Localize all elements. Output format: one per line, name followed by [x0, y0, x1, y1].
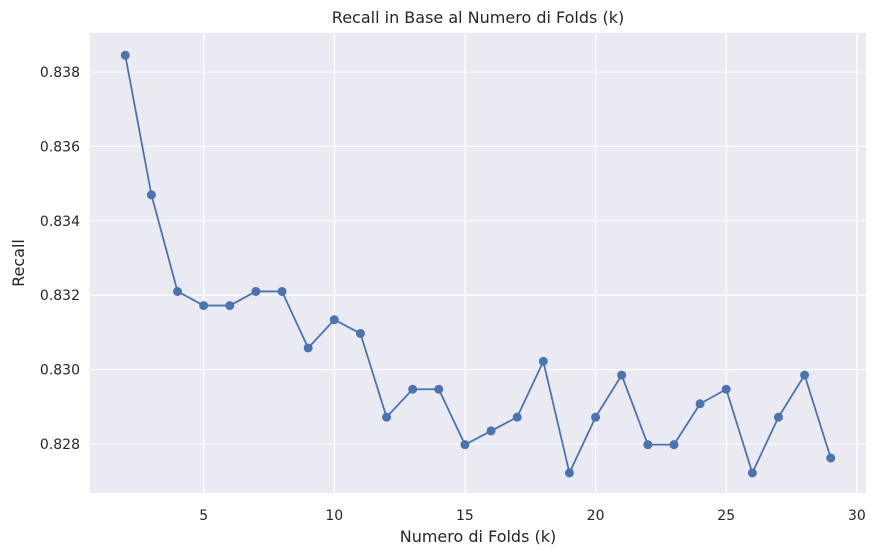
data-point: [120, 50, 130, 60]
y-tick-label: 0.838: [40, 65, 80, 81]
data-point: [434, 384, 444, 394]
y-axis-ticks: 0.828 0.830 0.832 0.834 0.836 0.838: [40, 65, 80, 453]
data-point: [225, 301, 235, 311]
series-layer: [120, 50, 836, 478]
y-tick-label: 0.836: [40, 139, 80, 155]
x-tick-label: 5: [199, 508, 208, 524]
y-tick-label: 0.830: [40, 363, 80, 379]
data-point: [800, 370, 810, 380]
x-tick-label: 30: [848, 508, 866, 524]
data-point: [617, 370, 627, 380]
data-point: [146, 190, 156, 200]
data-point: [199, 301, 209, 311]
data-point: [486, 426, 496, 436]
data-point: [538, 356, 548, 366]
x-axis-ticks: 5 10 15 20 25 30: [199, 508, 866, 524]
y-axis-title: Recall: [9, 239, 28, 287]
data-point: [591, 412, 601, 422]
data-point: [721, 384, 731, 394]
data-point: [251, 286, 261, 296]
x-axis-title: Numero di Folds (k): [400, 527, 557, 546]
x-tick-label: 15: [456, 508, 474, 524]
data-point: [329, 315, 339, 325]
data-point: [303, 343, 313, 353]
data-point: [773, 412, 783, 422]
x-tick-label: 10: [325, 508, 343, 524]
y-tick-label: 0.834: [40, 214, 80, 230]
data-point: [564, 468, 574, 478]
x-tick-label: 20: [587, 508, 605, 524]
y-tick-label: 0.828: [40, 437, 80, 453]
data-point: [669, 440, 679, 450]
data-point: [826, 453, 836, 463]
data-point: [277, 286, 287, 296]
data-point: [408, 384, 418, 394]
plot-area: [90, 33, 866, 493]
data-point: [355, 328, 365, 338]
data-point: [695, 399, 705, 409]
grid-lines: [90, 33, 866, 493]
data-point: [512, 412, 522, 422]
data-point: [382, 412, 392, 422]
data-point: [173, 286, 183, 296]
y-tick-label: 0.832: [40, 288, 80, 304]
chart-title: Recall in Base al Numero di Folds (k): [332, 8, 624, 27]
x-tick-label: 25: [717, 508, 735, 524]
data-point: [643, 440, 653, 450]
series-line: [124, 55, 832, 474]
data-point: [747, 468, 757, 478]
data-point: [460, 440, 470, 450]
